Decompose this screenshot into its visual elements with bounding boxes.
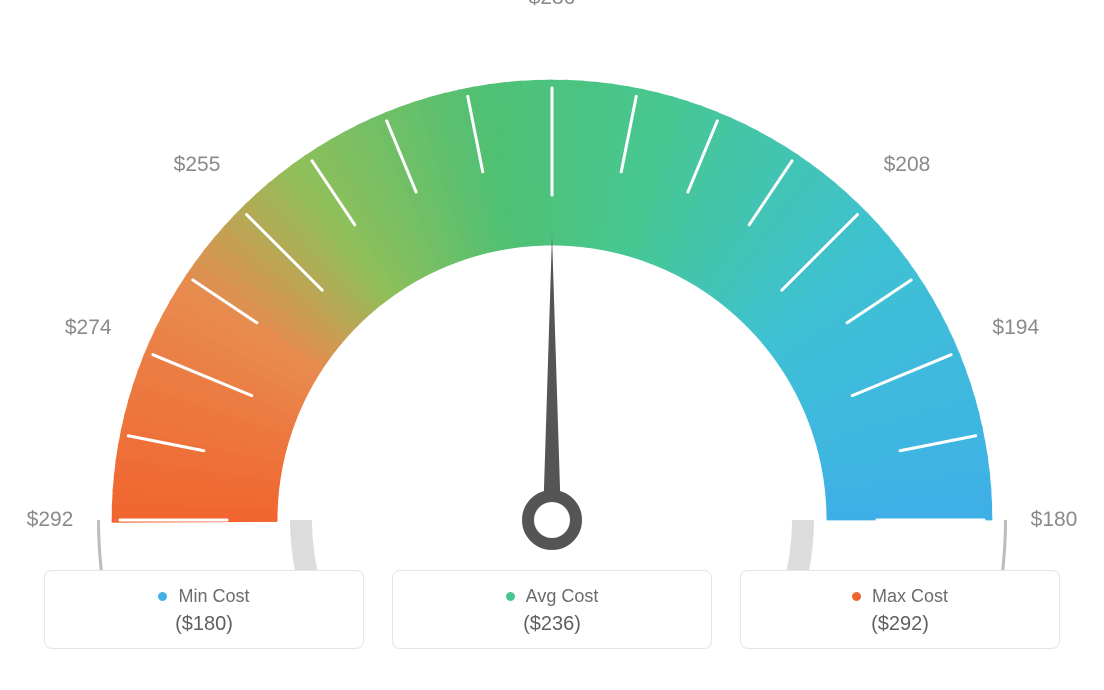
scale-label: $180	[1031, 508, 1078, 532]
legend-card: Max Cost ($292)	[740, 570, 1060, 649]
scale-label: $236	[529, 0, 576, 10]
legend-value: ($180)	[45, 613, 363, 636]
legend-label: Min Cost	[179, 586, 250, 606]
scale-label: $255	[174, 153, 221, 177]
scale-label: $292	[27, 508, 74, 532]
scale-label: $194	[992, 316, 1039, 340]
legend-label-row: Max Cost	[741, 585, 1059, 607]
legend-label: Max Cost	[872, 586, 948, 606]
legend-card: Min Cost ($180)	[44, 570, 364, 649]
cost-gauge-widget: $180 $194 $208 $236 $255 $274 $292 Min Cost ($…	[0, 0, 1104, 690]
legend-value: ($292)	[741, 613, 1059, 636]
scale-label: $274	[65, 316, 112, 340]
needle	[528, 235, 576, 544]
legend-value: ($236)	[393, 613, 711, 636]
scale-label: $208	[884, 153, 931, 177]
legend-label: Avg Cost	[526, 586, 599, 606]
legend-dot	[852, 592, 861, 601]
legend-row: Min Cost ($180) Avg Cost ($236) Max Cost…	[0, 570, 1104, 649]
legend-label-row: Avg Cost	[393, 585, 711, 607]
legend-dot	[506, 592, 515, 601]
legend-card: Avg Cost ($236)	[392, 570, 712, 649]
legend-dot	[158, 592, 167, 601]
gauge-chart: $180 $194 $208 $236 $255 $274 $292	[0, 0, 1104, 570]
legend-label-row: Min Cost	[45, 585, 363, 607]
